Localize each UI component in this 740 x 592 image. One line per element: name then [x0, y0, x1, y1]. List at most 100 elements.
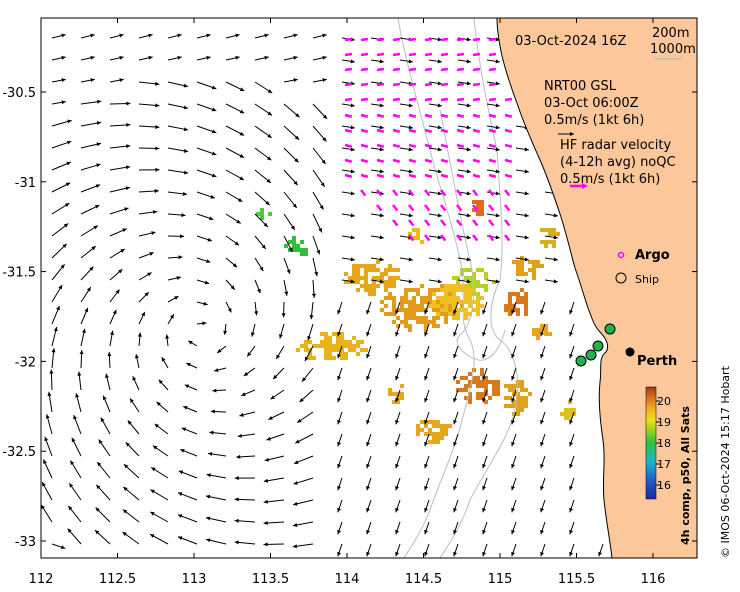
legend-contour-200m: 200m [652, 26, 689, 41]
model-arrow [234, 476, 256, 481]
model-arrow [453, 521, 459, 535]
model-arrow [424, 367, 430, 381]
colorbar-tick-label: 20 [657, 395, 671, 408]
model-arrow [453, 345, 459, 359]
model-arrow [254, 33, 269, 39]
hf-arrow [344, 113, 353, 118]
model-arrow [540, 301, 546, 315]
hf-arrow [472, 67, 481, 72]
model-arrow [77, 371, 82, 391]
hf-arrow [424, 128, 433, 133]
model-arrow [167, 81, 189, 88]
hf-arrow [456, 173, 465, 178]
model-arrow [457, 279, 471, 284]
model-arrow [138, 291, 150, 303]
hf-arrow [408, 219, 415, 227]
model-arrow [42, 459, 53, 479]
model-arrow [424, 389, 430, 403]
model-arrow [399, 103, 413, 108]
model-arrow [598, 543, 604, 557]
x-tick-label: 113.5 [252, 572, 289, 587]
model-arrow [337, 521, 343, 535]
model-arrow [370, 279, 384, 284]
model-arrow [281, 301, 286, 318]
model-arrow [540, 323, 546, 337]
hf-arrow [456, 52, 465, 57]
model-arrow [49, 369, 54, 391]
model-arrow [540, 521, 546, 535]
model-arrow [370, 235, 384, 240]
hf-arrow [376, 67, 385, 72]
model-arrow [457, 103, 471, 108]
hf-arrow [408, 37, 417, 42]
hf-arrow [472, 219, 479, 227]
model-arrow [239, 411, 256, 417]
model-arrow [515, 235, 529, 240]
hf-arrow [424, 67, 433, 72]
model-arrow [181, 427, 198, 435]
hf-arrow [424, 113, 433, 118]
model-arrow [482, 345, 488, 359]
model-arrow [569, 323, 575, 337]
hf-arrow [440, 234, 447, 242]
model-arrow [366, 367, 372, 381]
model-arrow [254, 147, 272, 161]
model-arrow [196, 125, 217, 134]
hf-arrow [408, 97, 417, 102]
model-arrow [167, 103, 189, 110]
perth-marker [625, 347, 635, 357]
y-tick-label: -32 [15, 355, 36, 370]
hf-arrow [472, 234, 479, 242]
model-arrow [337, 411, 343, 425]
model-arrow [234, 497, 256, 502]
model-arrow [453, 543, 459, 557]
hf-arrow [424, 219, 431, 227]
model-arrow [511, 411, 517, 425]
hf-arrow [360, 143, 369, 148]
model-arrow [293, 499, 314, 506]
model-arrow [95, 507, 111, 523]
model-arrow [515, 147, 529, 152]
sst-patch [256, 208, 272, 220]
model-arrow [270, 389, 285, 400]
contour-200m [439, 18, 519, 558]
hf-arrow [504, 97, 513, 102]
model-arrow [100, 417, 111, 435]
model-arrow [138, 55, 153, 61]
model-arrow [544, 213, 558, 218]
model-arrow [309, 301, 314, 320]
model-arrow [196, 81, 217, 90]
model-arrow [337, 367, 343, 381]
model-arrow [515, 279, 529, 284]
model-arrow [424, 323, 430, 337]
model-arrow [138, 252, 154, 259]
contour-inner [439, 109, 506, 361]
model-arrow [138, 167, 160, 172]
model-arrow [283, 55, 298, 61]
model-arrow [237, 433, 256, 438]
model-arrow [80, 184, 101, 193]
hf-arrow [392, 52, 401, 57]
hf-arrow [408, 128, 417, 133]
hf-arrow [472, 97, 481, 102]
model-arrow [511, 521, 517, 535]
model-arrow [486, 81, 500, 86]
hf-arrow [440, 143, 449, 148]
hf-arrow [488, 97, 497, 102]
model-arrow [453, 411, 459, 425]
model-arrow [424, 411, 430, 425]
model-arrow [370, 257, 384, 262]
hf-arrow [488, 67, 497, 72]
hf-arrow [488, 158, 497, 163]
model-arrow [283, 147, 299, 163]
model-arrow [337, 389, 343, 403]
model-arrow [196, 55, 211, 61]
hf-arrow [376, 189, 383, 197]
model-arrow [428, 279, 442, 284]
hf-arrow [360, 128, 369, 133]
model-arrow [428, 103, 442, 108]
hf-arrow [392, 189, 399, 197]
legend-hf-title: HF radar velocity [560, 138, 672, 153]
hf-arrow [456, 113, 465, 118]
model-arrow [569, 301, 575, 315]
